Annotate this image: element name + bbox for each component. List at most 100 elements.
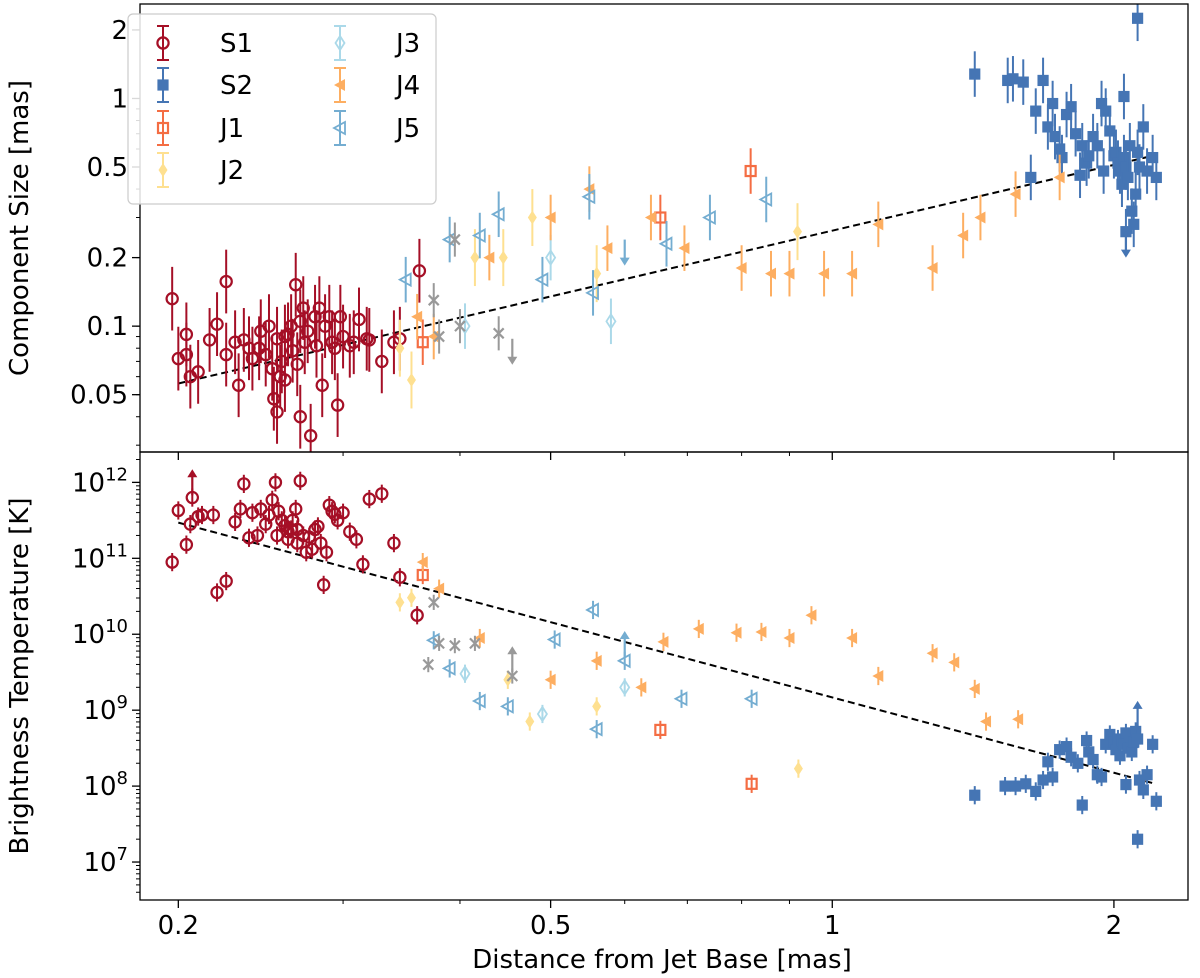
bottom-s1-point — [165, 555, 179, 569]
top-s2-point — [1133, 161, 1146, 173]
legend-point — [332, 120, 346, 136]
bottom-s2-point — [1020, 778, 1032, 790]
top-s2-point — [1116, 178, 1128, 190]
bottom-j4-point — [980, 715, 992, 728]
legend-marker-j4 — [334, 67, 346, 103]
top-s2-point — [1114, 165, 1126, 177]
bottom-y-tick-label: 1010 — [72, 616, 128, 650]
top-s2-point — [1118, 90, 1130, 103]
legend-marker-s1 — [156, 25, 170, 61]
top-y-tick-label: 2 — [111, 16, 128, 46]
top-s1-point — [231, 378, 246, 392]
legend-marker-j3 — [334, 25, 346, 61]
top-s1-point — [343, 339, 357, 353]
top-j2-point — [527, 210, 537, 225]
top-y-tick-label: 0.05 — [70, 381, 128, 411]
top-s2-point — [1122, 171, 1134, 184]
top-j5-point — [585, 285, 599, 301]
top-j2-point — [793, 224, 803, 239]
top-s1-point — [285, 344, 300, 358]
top-y-tick-label: 0.5 — [87, 153, 128, 183]
bottom-s1-point — [316, 578, 331, 592]
legend-point — [158, 163, 168, 177]
bottom-j3-point — [536, 705, 548, 723]
top-j5-point — [490, 206, 505, 222]
bottom-j2-point — [525, 714, 535, 729]
bottom-j5-point — [585, 602, 599, 618]
top-unassigned-point — [449, 233, 461, 246]
bottom-unassigned-point — [433, 637, 445, 650]
legend-entry-s1: S1 — [156, 25, 253, 61]
bottom-j4-point — [657, 635, 669, 648]
bottom-s2-point — [1060, 741, 1073, 753]
bottom-s1-point — [308, 522, 322, 537]
legend-entry-j5: J5 — [332, 110, 420, 146]
top-s2-point — [1120, 161, 1132, 173]
top-j4-point — [957, 229, 969, 242]
top-j4-point — [974, 211, 986, 224]
top-series-j3 — [459, 234, 617, 349]
top-j2-point — [406, 372, 416, 387]
top-panel: 0.05 0.1 0.2 0.5 1 2 — [70, 3, 1189, 460]
top-series-s1 — [165, 238, 427, 452]
top-s1-point — [219, 347, 233, 362]
bottom-j5-point — [471, 693, 486, 709]
top-y-tick-label: 0.1 — [87, 312, 128, 342]
top-y-tick-label: 1 — [111, 84, 128, 114]
legend-point — [334, 34, 346, 52]
bottom-s2-point — [969, 789, 981, 801]
top-s1-point — [278, 373, 292, 387]
top-j4-point — [846, 267, 858, 280]
top-j4-point — [601, 242, 613, 255]
bottom-s1-point — [305, 542, 319, 556]
bottom-unassigned-point — [469, 637, 481, 650]
top-y-tick-label: 0.2 — [87, 244, 128, 274]
top-s1-point — [315, 378, 329, 392]
top-s1-point — [336, 329, 350, 344]
bottom-series-j3 — [459, 664, 631, 724]
bottom-j4-point — [783, 632, 795, 645]
bottom-j4-point — [544, 673, 556, 686]
bottom-s2-point — [1137, 784, 1149, 796]
bottom-unassigned-point — [427, 596, 440, 609]
top-j5-point — [471, 228, 486, 244]
top-unassigned-point — [433, 330, 445, 343]
bottom-s2-point — [1087, 753, 1099, 766]
bottom-s1-point — [265, 493, 279, 507]
bottom-s2-point — [1081, 734, 1093, 747]
top-j5-point — [534, 272, 549, 288]
bottom-j5-point — [499, 698, 514, 714]
bottom-s1-point — [250, 528, 265, 543]
top-limit-arrow-head — [619, 257, 630, 266]
top-s1-point — [301, 324, 315, 338]
top-s2-point — [1098, 165, 1110, 177]
bottom-s2-point — [1131, 833, 1144, 845]
bottom-limit-arrow-head — [1132, 700, 1143, 709]
top-s2-point — [1081, 157, 1093, 169]
legend-label-j4: J4 — [394, 71, 420, 101]
top-s2-point — [1025, 171, 1037, 184]
top-s1-point — [191, 365, 205, 379]
legend-label-j5: J5 — [394, 114, 420, 144]
top-j4-point — [872, 218, 884, 231]
top-j4-point — [1009, 188, 1021, 201]
top-j4-point — [644, 211, 656, 224]
bottom-s1-point — [281, 532, 295, 547]
legend-label-s1: S1 — [220, 29, 253, 59]
bottom-j1-point — [745, 777, 758, 790]
bottom-panel: 107 108 109 1010 1011 1012 0.2 0.5 1 2 — [72, 451, 1189, 941]
top-j2-point — [498, 250, 508, 265]
top-s1-point — [412, 264, 427, 278]
bottom-s1-point — [289, 502, 303, 516]
legend-point — [156, 121, 170, 135]
bottom-series-j5 — [425, 600, 758, 739]
bottom-j4-point — [730, 626, 742, 639]
top-s2-point — [1110, 146, 1122, 158]
top-s2-point — [1130, 188, 1142, 200]
top-s1-point — [219, 274, 233, 289]
bottom-s1-point — [349, 532, 364, 547]
bottom-s1-point — [387, 536, 401, 550]
bottom-s1-point — [336, 506, 350, 520]
bottom-y-tick-label: 1011 — [72, 540, 128, 574]
top-j2-point — [592, 266, 602, 281]
